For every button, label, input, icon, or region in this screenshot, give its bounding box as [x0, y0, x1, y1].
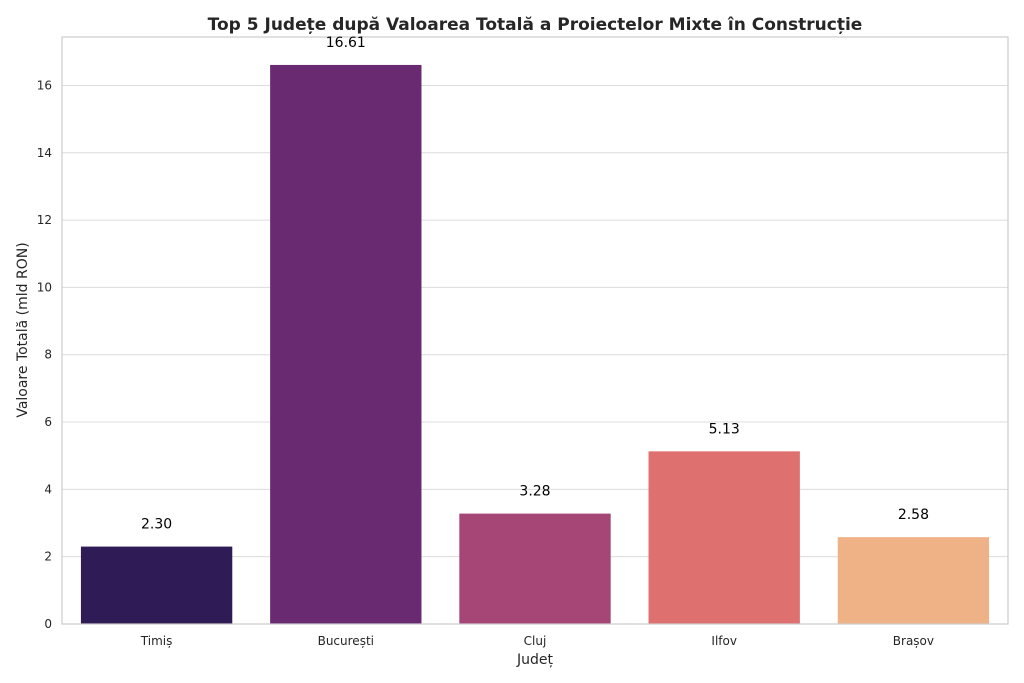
y-tick-label: 14	[37, 146, 52, 160]
bar	[80, 546, 233, 624]
y-tick-labels: 0 2 4 6 8 10 12 14 16	[37, 78, 52, 631]
bar	[459, 513, 611, 624]
x-tick-label: București	[318, 634, 374, 648]
y-axis-label: Valoare Totală (mld RON)	[15, 242, 31, 417]
value-labels: 2.30 16.61 3.28 5.13 2.58	[141, 35, 929, 533]
bar-layer	[80, 64, 990, 625]
y-tick-label: 2	[44, 550, 52, 564]
y-tick-label: 8	[44, 348, 52, 362]
bar-value-label: 2.58	[898, 507, 929, 523]
x-tick-labels: Timiș București Cluj Ilfov Brașov	[140, 634, 934, 648]
bar-value-label: 3.28	[519, 484, 550, 500]
x-tick-label: Timiș	[140, 634, 173, 648]
bar	[837, 537, 990, 624]
bar-value-label: 16.61	[326, 35, 366, 51]
y-tick-label: 6	[44, 415, 52, 429]
bar	[270, 64, 422, 625]
y-tick-label: 4	[44, 482, 52, 496]
x-tick-label: Ilfov	[711, 634, 737, 648]
x-axis-label: Județ	[516, 652, 554, 668]
x-tick-label: Cluj	[524, 634, 547, 648]
y-tick-label: 16	[37, 78, 52, 92]
bar-value-label: 5.13	[709, 421, 740, 437]
bar-value-label: 2.30	[141, 517, 172, 533]
x-tick-label: Brașov	[893, 634, 934, 648]
chart-title: Top 5 Județe după Valoarea Totală a Proi…	[208, 15, 863, 35]
y-tick-label: 0	[44, 617, 52, 631]
y-tick-label: 10	[37, 280, 52, 294]
bar	[648, 451, 800, 624]
plot-frame	[61, 36, 1009, 625]
y-tick-label: 12	[37, 213, 52, 227]
